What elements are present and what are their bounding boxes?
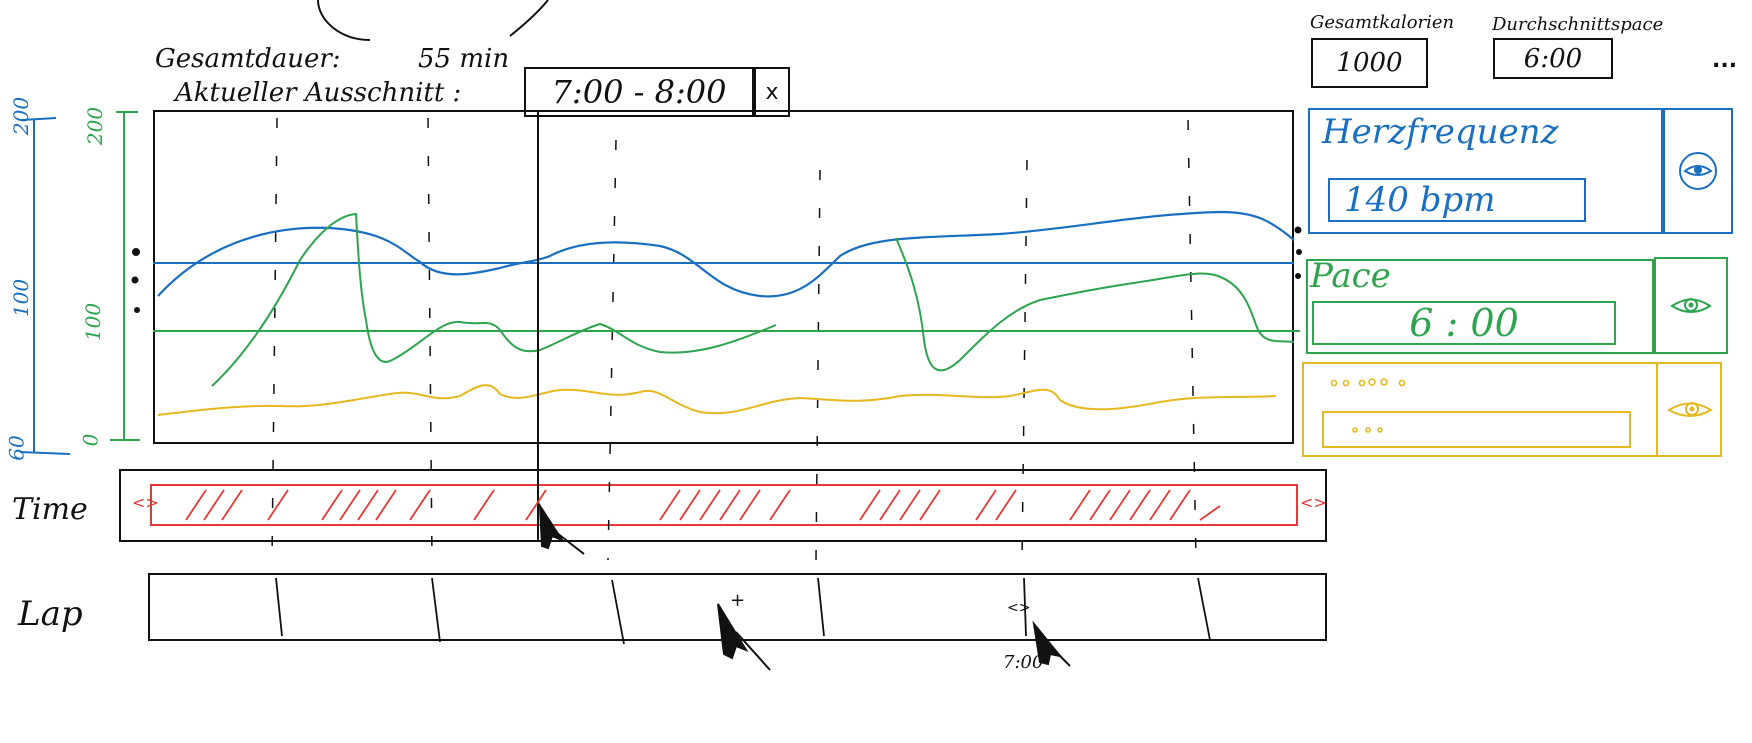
green-axis-line bbox=[110, 111, 140, 441]
total-calories-label: Gesamtkalorien bbox=[1310, 12, 1455, 33]
eye-icon bbox=[1667, 401, 1713, 417]
third-metric-curve bbox=[157, 384, 1277, 416]
lap-markers bbox=[275, 577, 1211, 645]
range-end-handle[interactable]: <> bbox=[1300, 493, 1327, 512]
metric-value-box-third bbox=[1322, 411, 1631, 448]
total-time-value: 55 min bbox=[418, 44, 510, 74]
pointer-cursor-icon bbox=[717, 603, 771, 671]
total-calories-field: 1000 bbox=[1311, 38, 1428, 88]
metric-panel-third bbox=[1302, 362, 1722, 457]
lap-divider-lines bbox=[271, 117, 1197, 561]
heart-rate-curve bbox=[157, 210, 1295, 298]
blue-axis-line bbox=[19, 117, 71, 455]
chart-side-dots bbox=[131, 226, 1302, 313]
more-menu-icon[interactable]: ... bbox=[1712, 48, 1738, 73]
sketch-strokes bbox=[317, 0, 549, 41]
current-section-label: Aktueller Ausschnitt : bbox=[175, 78, 462, 108]
time-range-track[interactable] bbox=[119, 469, 1327, 542]
selected-time-range[interactable] bbox=[150, 484, 1298, 526]
metric-panel-pace bbox=[1306, 259, 1654, 354]
avg-pace-value: 6:00 bbox=[1523, 43, 1583, 74]
metric-title-placeholder bbox=[1328, 374, 1448, 388]
current-section-field[interactable]: 7:00 - 8:00 bbox=[524, 67, 754, 117]
metric-title-pace: Pace bbox=[1310, 256, 1391, 296]
metric-title-heart-rate: Herzfrequenz bbox=[1322, 112, 1559, 152]
metric-value-heart-rate: 140 bpm bbox=[1344, 180, 1496, 220]
metric-value-placeholder bbox=[1352, 426, 1383, 433]
metric-value-pace: 6 : 00 bbox=[1409, 301, 1519, 345]
metric-value-box-heart-rate: 140 bpm bbox=[1328, 178, 1586, 222]
toggle-visibility-heart-rate[interactable] bbox=[1663, 108, 1733, 234]
pace-curve-segment-2 bbox=[895, 237, 1295, 372]
toggle-visibility-third[interactable] bbox=[1656, 362, 1722, 457]
avg-pace-label: Durchschnittspace bbox=[1492, 14, 1664, 35]
avg-pace-field: 6:00 bbox=[1493, 38, 1613, 79]
lap-row-label: Lap bbox=[18, 594, 83, 634]
pointer-cursor-icon bbox=[538, 502, 585, 555]
metric-value-box-pace: 6 : 00 bbox=[1312, 301, 1616, 345]
lap-add-icon[interactable]: + bbox=[730, 590, 746, 611]
total-time-label: Gesamtdauer: bbox=[155, 44, 341, 74]
eye-icon bbox=[1670, 297, 1712, 313]
time-row-label: Time bbox=[12, 492, 88, 527]
pointer-cursor-icon bbox=[1032, 620, 1071, 667]
metric-panel-heart-rate bbox=[1308, 108, 1663, 234]
chart-frame[interactable] bbox=[153, 110, 1294, 444]
pace-curve bbox=[211, 212, 777, 387]
eye-icon bbox=[1679, 152, 1717, 190]
range-hatching bbox=[185, 489, 1221, 521]
lap-time-tooltip: 7:00 bbox=[1003, 652, 1044, 673]
toggle-visibility-pace[interactable] bbox=[1654, 257, 1728, 354]
close-icon: x bbox=[765, 79, 779, 105]
total-calories-value: 1000 bbox=[1336, 48, 1403, 78]
current-section-value: 7:00 - 8:00 bbox=[551, 73, 727, 111]
range-start-handle[interactable]: <> bbox=[132, 493, 159, 512]
clear-section-button[interactable]: x bbox=[754, 67, 790, 117]
